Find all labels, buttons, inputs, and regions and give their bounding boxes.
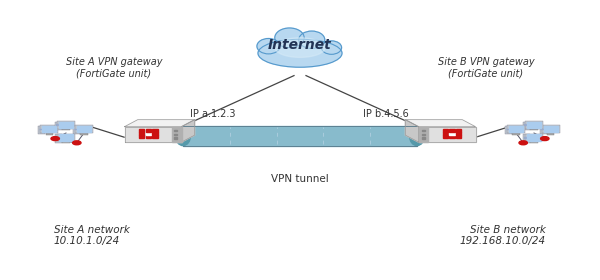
Bar [509,126,523,132]
Bar [174,137,178,139]
Bar [62,129,70,130]
Bar [544,126,558,132]
Bar [146,129,151,132]
Bar [77,126,91,132]
Ellipse shape [275,38,325,57]
Bar [443,132,448,135]
Bar [57,121,75,129]
Bar [75,125,93,133]
Bar [152,129,157,132]
Bar [456,135,461,138]
Circle shape [51,137,59,141]
Bar [38,126,45,134]
Text: Site A VPN gateway
(FortiGate unit): Site A VPN gateway (FortiGate unit) [66,57,162,78]
Text: Site B network
192.168.10.0/24: Site B network 192.168.10.0/24 [460,225,546,246]
Circle shape [73,141,81,145]
Bar [80,133,88,135]
Bar [59,122,73,128]
Polygon shape [419,127,476,142]
Bar [421,137,425,139]
Bar [73,126,80,134]
Bar [505,126,512,134]
Bar [55,134,62,143]
Ellipse shape [258,39,342,67]
Text: IP a.1.2.3: IP a.1.2.3 [190,109,236,119]
Ellipse shape [409,126,424,146]
Bar [42,126,56,132]
Text: VPN tunnel: VPN tunnel [271,174,329,184]
Ellipse shape [322,41,341,54]
Bar [527,134,541,141]
Bar [152,135,157,138]
Bar [512,133,520,135]
Polygon shape [406,120,419,142]
Bar [56,137,60,138]
Ellipse shape [275,28,304,48]
Bar [530,129,538,130]
Bar [419,127,428,142]
Circle shape [519,141,527,145]
Bar [172,127,182,142]
Bar [523,134,530,143]
Bar [527,122,541,128]
Text: Internet: Internet [268,38,332,52]
Bar [443,135,448,138]
Bar [152,132,157,135]
Bar [539,126,547,134]
Bar [524,137,528,138]
Bar [55,122,62,130]
Ellipse shape [176,126,191,146]
Bar [421,130,425,131]
Bar [139,129,144,132]
Bar [146,135,151,138]
Bar [57,134,75,141]
Ellipse shape [299,31,325,48]
Text: Site A network
10.10.1.0/24: Site A network 10.10.1.0/24 [54,225,130,246]
Bar [421,134,425,135]
Text: IP b.4.5.6: IP b.4.5.6 [363,109,409,119]
Bar [449,135,455,138]
Bar [183,126,417,146]
Bar [523,122,530,130]
Bar [542,125,560,133]
Bar [456,132,461,135]
Polygon shape [406,120,476,127]
Bar [146,132,151,135]
Polygon shape [125,120,195,127]
Ellipse shape [257,39,280,54]
Bar [174,134,178,135]
Bar [443,129,448,132]
Bar [449,129,455,132]
Bar [139,135,144,138]
Bar [139,132,144,135]
Bar [449,132,455,135]
Circle shape [541,137,549,141]
Bar [40,125,58,133]
Bar [507,125,525,133]
Polygon shape [182,120,195,142]
Text: Site B VPN gateway
(FortiGate unit): Site B VPN gateway (FortiGate unit) [437,57,535,78]
Bar [530,141,538,143]
Bar [174,130,178,131]
Bar [525,134,543,141]
Bar [525,121,543,129]
Polygon shape [125,127,182,142]
Bar [62,141,70,143]
Bar [456,129,461,132]
Bar [46,133,53,135]
Bar [59,134,73,141]
Bar [547,133,554,135]
